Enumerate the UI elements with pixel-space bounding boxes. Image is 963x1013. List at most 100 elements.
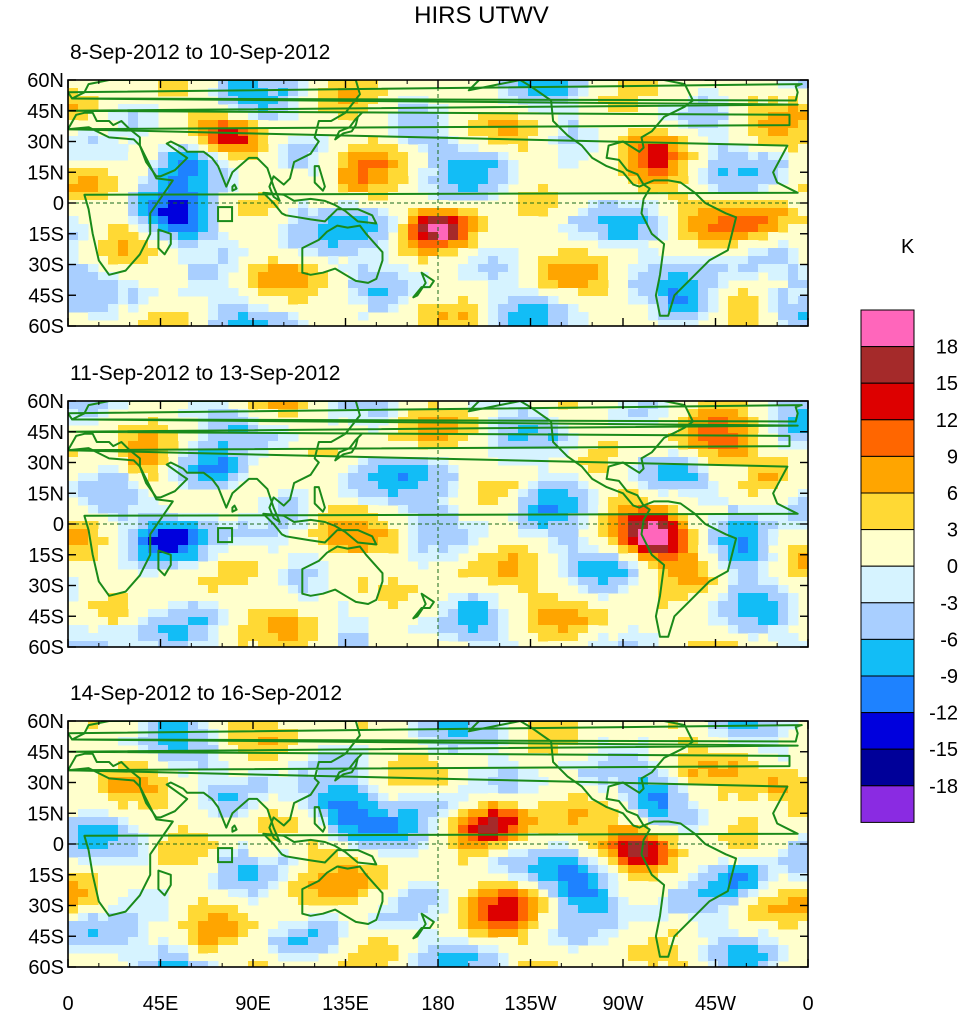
anomaly-cell (488, 208, 499, 217)
anomaly-cell (608, 569, 619, 578)
anomaly-cell (98, 288, 109, 297)
anomaly-cell (98, 529, 109, 538)
anomaly-cell (248, 593, 259, 602)
lat-tick-label: 60S (28, 637, 64, 659)
anomaly-cell (648, 409, 659, 418)
anomaly-cell (368, 152, 379, 161)
anomaly-cell (208, 521, 219, 530)
anomaly-cell (358, 296, 369, 305)
anomaly-cell (578, 401, 589, 410)
anomaly-cell (598, 889, 609, 898)
anomaly-cell (768, 801, 779, 810)
anomaly-cell (488, 184, 499, 193)
anomaly-cell (298, 176, 309, 185)
anomaly-cell (638, 264, 649, 273)
anomaly-cell (758, 561, 769, 570)
anomaly-cell (478, 505, 489, 514)
anomaly-cell (438, 777, 449, 786)
anomaly-cell (618, 240, 629, 249)
anomaly-cell (598, 745, 609, 754)
anomaly-cell (238, 208, 249, 217)
anomaly-cell (238, 801, 249, 810)
anomaly-cell (398, 841, 409, 850)
anomaly-cell (88, 777, 99, 786)
anomaly-cell (638, 601, 649, 610)
anomaly-cell (718, 264, 729, 273)
anomaly-cell (478, 633, 489, 642)
anomaly-cell (228, 144, 239, 153)
anomaly-cell (578, 721, 589, 730)
anomaly-cell (148, 417, 159, 426)
anomaly-cell (318, 785, 329, 794)
anomaly-cell (398, 320, 409, 326)
anomaly-cell (788, 593, 799, 602)
anomaly-cell (558, 633, 569, 642)
anomaly-cell (438, 833, 449, 842)
anomaly-cell (168, 857, 179, 866)
anomaly-cell (518, 401, 529, 410)
anomaly-cell (558, 80, 569, 89)
anomaly-cell (528, 913, 539, 922)
anomaly-cell (148, 721, 159, 730)
anomaly-cell (278, 264, 289, 273)
coastline (412, 271, 435, 299)
anomaly-cell (128, 521, 139, 530)
anomaly-cell (188, 192, 199, 201)
anomaly-cell (308, 441, 319, 450)
anomaly-cell (258, 569, 269, 578)
anomaly-cell (528, 288, 539, 297)
anomaly-cell (678, 497, 689, 506)
anomaly-cell (498, 825, 509, 834)
anomaly-cell (118, 609, 129, 618)
anomaly-cell (718, 633, 729, 642)
anomaly-cell (658, 521, 669, 530)
anomaly-cell (368, 457, 379, 466)
anomaly-cell (568, 865, 579, 874)
anomaly-cell (578, 857, 589, 866)
anomaly-cell (578, 272, 589, 281)
anomaly-cell (688, 761, 699, 770)
anomaly-cell (248, 112, 259, 121)
anomaly-cell (458, 809, 469, 818)
anomaly-cell (288, 256, 299, 265)
anomaly-cell (188, 841, 199, 850)
anomaly-cell (418, 280, 429, 289)
anomaly-cell (688, 529, 699, 538)
anomaly-cell (358, 537, 369, 546)
anomaly-cell (338, 897, 349, 906)
anomaly-cell (608, 272, 619, 281)
anomaly-cell (658, 857, 669, 866)
anomaly-cell (78, 841, 89, 850)
anomaly-cell (608, 433, 619, 442)
anomaly-cell (348, 817, 359, 826)
anomaly-cell (288, 921, 299, 930)
anomaly-cell (368, 296, 379, 305)
anomaly-cell (668, 144, 679, 153)
anomaly-cell (118, 264, 129, 273)
anomaly-cell (738, 753, 749, 762)
anomaly-cell (448, 913, 459, 922)
anomaly-cell (148, 144, 159, 153)
anomaly-cell (738, 569, 749, 578)
anomaly-cell (398, 569, 409, 578)
anomaly-cell (118, 585, 129, 594)
anomaly-cell (438, 553, 449, 562)
anomaly-cell (668, 232, 679, 241)
anomaly-cell (568, 304, 579, 313)
anomaly-cell (228, 913, 239, 922)
anomaly-cell (668, 849, 679, 858)
anomaly-cell (758, 833, 769, 842)
anomaly-cell (198, 753, 209, 762)
anomaly-cell (538, 809, 549, 818)
anomaly-cell (558, 617, 569, 626)
anomaly-cell (778, 913, 789, 922)
anomaly-cell (268, 641, 279, 647)
anomaly-cell (698, 433, 709, 442)
anomaly-cell (458, 304, 469, 313)
anomaly-cell (598, 112, 609, 121)
anomaly-cell (508, 841, 519, 850)
anomaly-cell (578, 905, 589, 914)
anomaly-cell (418, 809, 429, 818)
coastline (640, 500, 738, 638)
anomaly-cell (708, 184, 719, 193)
